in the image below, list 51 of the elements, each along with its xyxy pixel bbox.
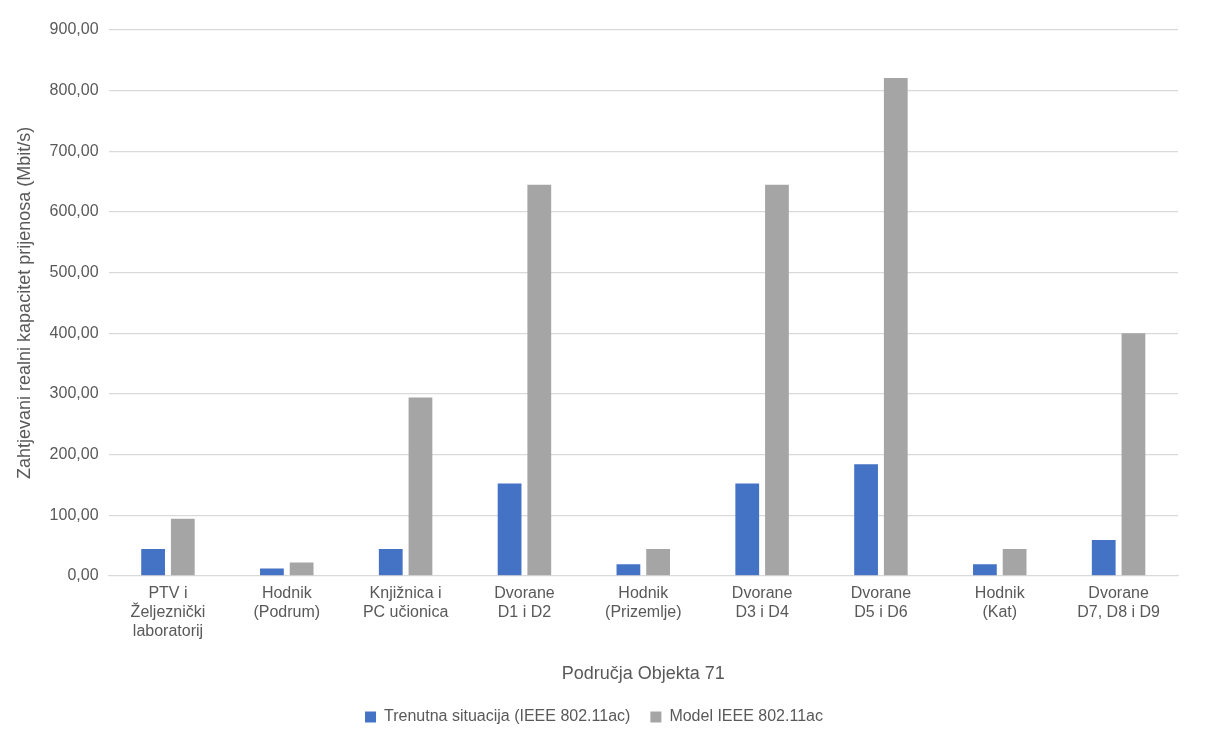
bar: [1002, 549, 1027, 576]
category-label: Dvorane: [731, 583, 793, 601]
category-label: D3 i D4: [735, 603, 789, 621]
category-label: (Prizemlje): [605, 603, 682, 621]
category-label: Željeznički: [130, 603, 206, 621]
category-label: Hodnik: [618, 583, 669, 601]
bar: [289, 562, 314, 576]
category-label: D7, D8 i D9: [1077, 603, 1160, 621]
legend-label: Trenutna situacija (IEEE 802.11ac): [384, 707, 631, 725]
category-label: D1 i D2: [497, 603, 552, 621]
category-label: Dvorane: [1088, 583, 1149, 601]
bar: [1091, 540, 1116, 576]
category-label: Knjižnica i: [369, 583, 442, 601]
bar: [616, 564, 641, 576]
y-tick-label: 100,00: [49, 505, 99, 523]
category-label: PTV i: [148, 583, 188, 601]
y-tick-label: 600,00: [49, 202, 99, 220]
y-tick-label: 900,00: [49, 20, 99, 38]
category-label: Dvorane: [494, 583, 555, 601]
y-tick-label: 700,00: [49, 141, 99, 159]
bar: [170, 518, 195, 576]
bar: [260, 568, 284, 576]
bar: [854, 464, 878, 576]
y-tick-label: 400,00: [49, 323, 99, 341]
category-label: (Kat): [982, 603, 1018, 621]
bar: [408, 397, 433, 576]
category-label: Hodnik: [974, 583, 1025, 601]
category-label: laboratorij: [132, 622, 204, 640]
bar: [646, 549, 671, 576]
bar: [973, 564, 997, 576]
y-axis-title: Zahtjevani realni kapacitet prijenosa (Mbit/s): [13, 126, 34, 479]
bar: [527, 184, 552, 576]
y-tick-label: 500,00: [49, 262, 99, 280]
bar: [378, 549, 403, 576]
y-tick-label: 0,00: [67, 566, 99, 584]
bar: [883, 77, 908, 576]
bar: [497, 483, 522, 576]
bar: [1121, 333, 1146, 576]
bar: [765, 184, 789, 576]
category-label: PC učionica: [362, 603, 449, 621]
bar: [735, 483, 760, 576]
category-label: Hodnik: [261, 583, 312, 601]
category-label: (Podrum): [253, 603, 321, 621]
y-tick-label: 300,00: [49, 384, 99, 402]
legend-label: Model IEEE 802.11ac: [669, 707, 823, 725]
category-label: Dvorane: [850, 583, 912, 601]
x-axis-title: Područja Objekta 71: [561, 663, 725, 684]
y-tick-label: 800,00: [49, 81, 99, 99]
category-label: D5 i D6: [854, 603, 908, 621]
y-tick-label: 200,00: [49, 444, 99, 462]
bar: [141, 549, 165, 576]
